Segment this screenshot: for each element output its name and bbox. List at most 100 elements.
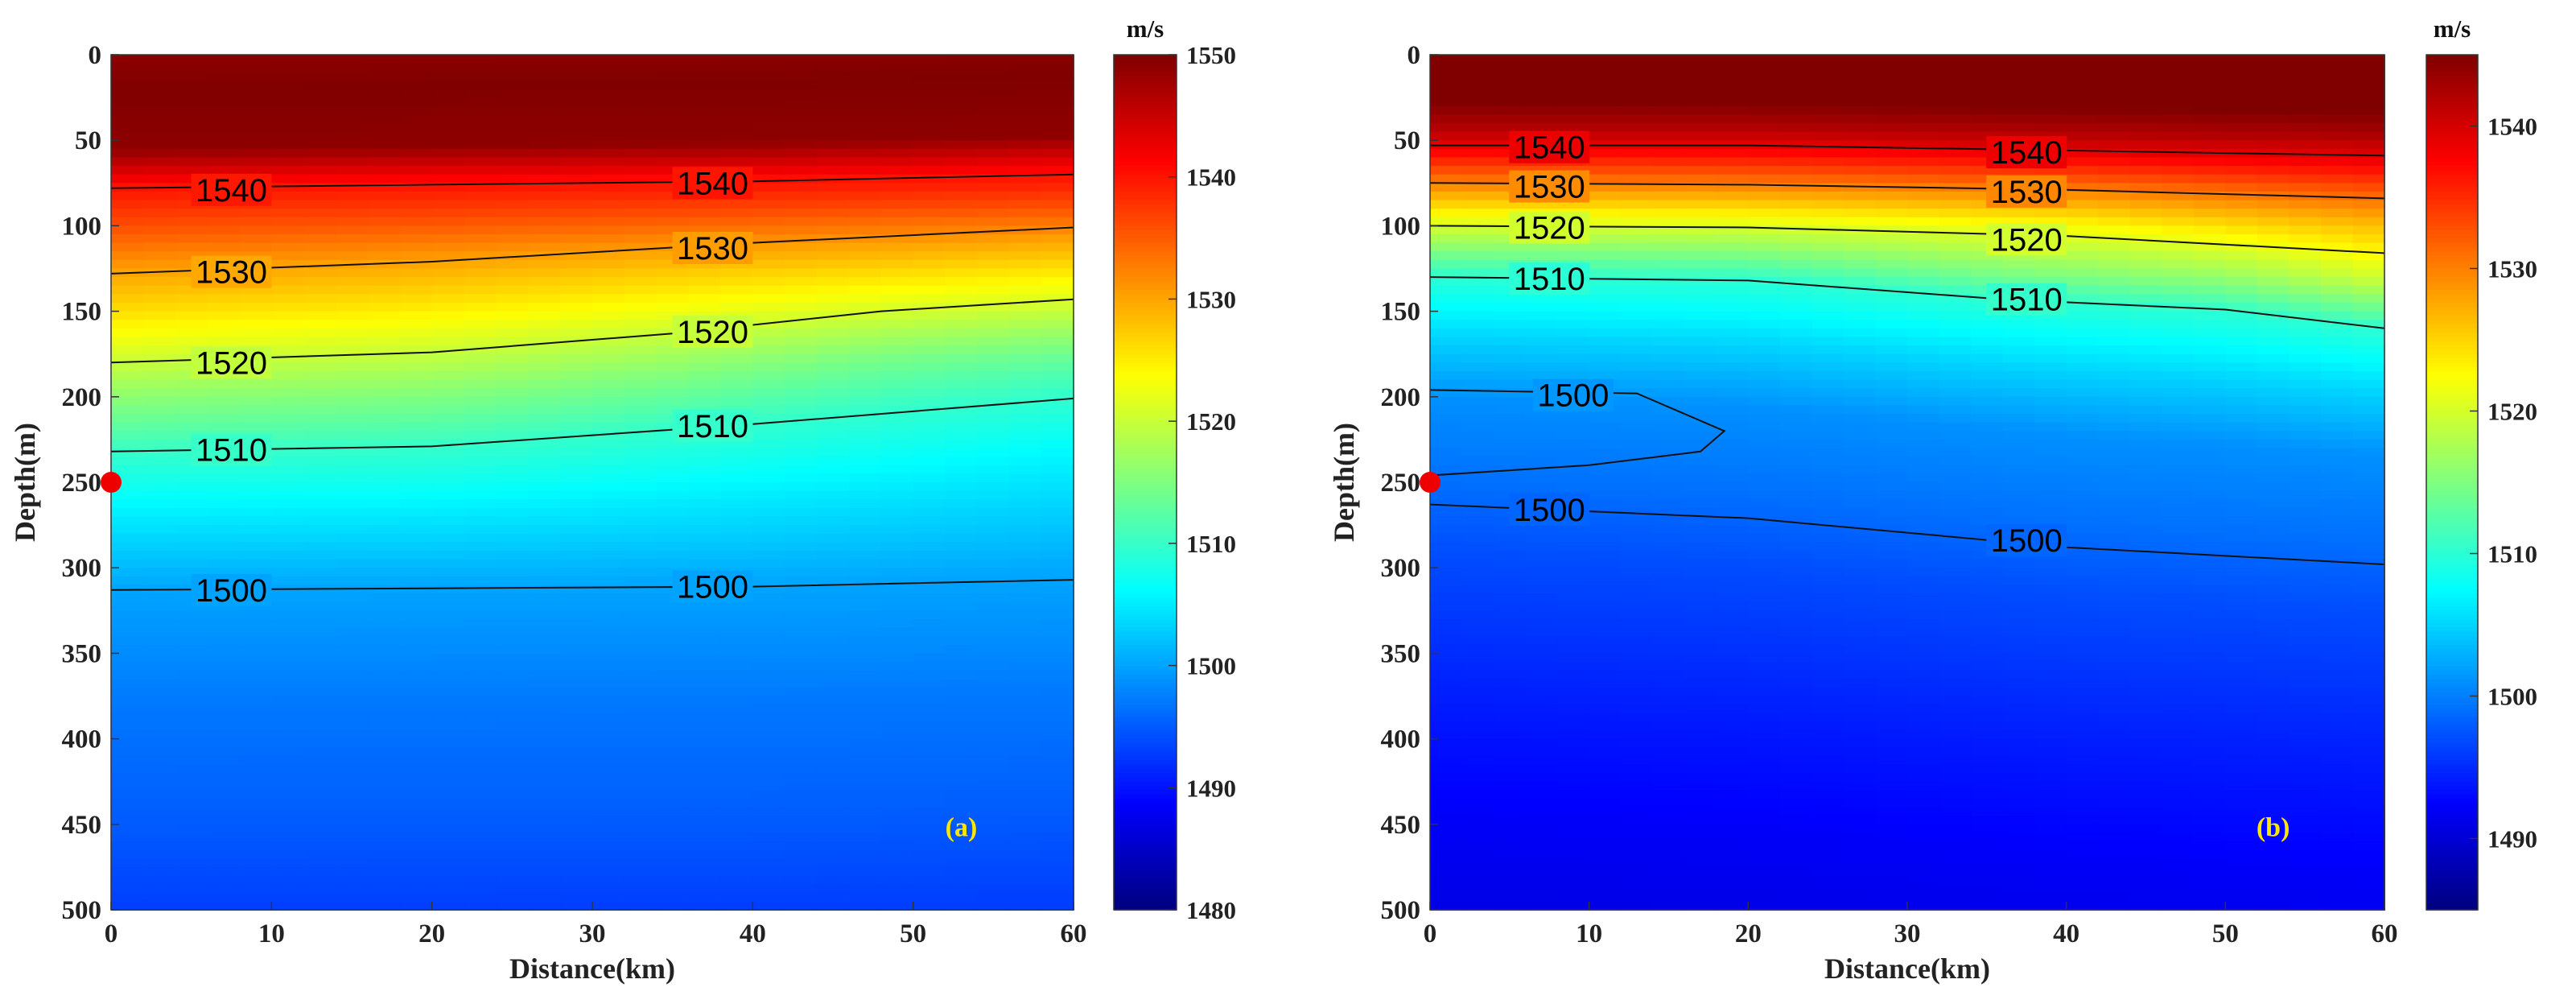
heatmap-cell: [624, 627, 657, 638]
heatmap-cell: [560, 234, 593, 244]
heatmap-cell: [1525, 550, 1559, 560]
heatmap-cell: [880, 525, 914, 535]
heatmap-cell: [1779, 362, 1813, 372]
heatmap-cell: [848, 277, 882, 287]
heatmap-cell: [399, 277, 433, 287]
heatmap-cell: [913, 174, 946, 184]
heatmap-cell: [1009, 251, 1043, 261]
heatmap-cell: [399, 422, 433, 432]
heatmap-cell: [1875, 131, 1908, 142]
heatmap-cell: [1811, 473, 1844, 483]
heatmap-cell: [592, 798, 625, 808]
heatmap-cell: [303, 568, 336, 577]
heatmap-cell: [239, 302, 273, 312]
heatmap-cell: [1939, 833, 1972, 842]
heatmap-cell: [1875, 80, 1908, 90]
heatmap-cell: [207, 507, 241, 518]
heatmap-cell: [848, 80, 882, 90]
heatmap-cell: [1684, 833, 1717, 842]
heatmap-cell: [1430, 97, 1463, 107]
heatmap-cell: [945, 490, 979, 501]
heatmap-cell: [848, 259, 882, 270]
heatmap-cell: [752, 618, 786, 629]
heatmap-cell: [1684, 431, 1717, 440]
heatmap-cell: [785, 414, 818, 423]
heatmap-cell: [1009, 747, 1043, 757]
heatmap-cell: [1907, 72, 1940, 81]
heatmap-cell: [111, 105, 144, 116]
heatmap-cell: [560, 183, 593, 192]
heatmap-cell: [528, 122, 562, 133]
heatmap-cell: [1525, 294, 1559, 304]
heatmap-cell: [945, 285, 979, 295]
heatmap-cell: [688, 687, 722, 697]
heatmap-cell: [111, 422, 144, 432]
heatmap-cell: [688, 773, 722, 783]
heatmap-cell: [142, 209, 176, 218]
heatmap-cell: [880, 370, 914, 381]
heatmap-cell: [496, 490, 530, 501]
heatmap-cell: [848, 448, 882, 458]
heatmap-cell: [560, 405, 593, 415]
heatmap-cell: [303, 644, 336, 655]
heatmap-cell: [367, 507, 401, 518]
heatmap-cell: [1907, 439, 1940, 449]
heatmap-cell: [592, 593, 625, 603]
heatmap-cell: [945, 465, 979, 475]
heatmap-cell: [1875, 157, 1908, 167]
heatmap-cell: [752, 422, 786, 432]
heatmap-cell: [1652, 696, 1686, 706]
heatmap-cell: [688, 439, 722, 449]
heatmap-cell: [1716, 525, 1750, 535]
heatmap-cell: [367, 764, 401, 774]
heatmap-cell: [1009, 174, 1043, 184]
heatmap-cell: [656, 781, 690, 791]
heatmap-cell: [1684, 866, 1717, 877]
heatmap-cell: [1907, 807, 1940, 817]
heatmap-cell: [880, 729, 914, 740]
heatmap-cell: [1009, 790, 1043, 799]
heatmap-cell: [913, 183, 946, 192]
heatmap-cell: [528, 482, 562, 492]
heatmap-cell: [1748, 773, 1781, 783]
heatmap-cell: [624, 131, 657, 142]
heatmap-cell: [913, 345, 946, 355]
heatmap-cell: [1557, 311, 1590, 321]
heatmap-cell: [1907, 721, 1940, 731]
heatmap-cell: [239, 618, 273, 629]
heatmap-cell: [1843, 200, 1877, 210]
heatmap-cell: [1589, 729, 1622, 740]
heatmap-cell: [367, 892, 401, 903]
heatmap-cell: [1557, 790, 1590, 799]
heatmap-cell: [560, 798, 593, 808]
heatmap-cell: [624, 644, 657, 655]
heatmap-cell: [1779, 209, 1813, 218]
heatmap-cell: [336, 892, 369, 903]
heatmap-cell: [1875, 627, 1908, 638]
heatmap-cell: [496, 892, 530, 903]
heatmap-cell: [624, 550, 657, 560]
heatmap-cell: [785, 729, 818, 740]
heatmap-cell: [367, 858, 401, 868]
heatmap-cell: [1939, 679, 1972, 688]
heatmap-cell: [1494, 105, 1527, 116]
heatmap-cell: [1939, 242, 1972, 253]
heatmap-cell: [1009, 559, 1043, 569]
heatmap-cell: [945, 328, 979, 338]
heatmap-cell: [560, 191, 593, 201]
heatmap-cell: [945, 550, 979, 560]
heatmap-cell: [303, 448, 336, 458]
colorbar-band: [1114, 431, 1177, 436]
heatmap-cell: [977, 353, 1011, 364]
heatmap-cell: [239, 679, 273, 688]
heatmap-cell: [656, 704, 690, 714]
heatmap-cell: [496, 687, 530, 697]
heatmap-cell: [1525, 362, 1559, 372]
heatmap-cell: [1843, 807, 1877, 817]
heatmap-cell: [560, 559, 593, 569]
heatmap-cell: [945, 533, 979, 543]
heatmap-cell: [1716, 251, 1750, 261]
heatmap-cell: [528, 516, 562, 526]
heatmap-cell: [720, 388, 754, 398]
heatmap-cell: [496, 704, 530, 714]
